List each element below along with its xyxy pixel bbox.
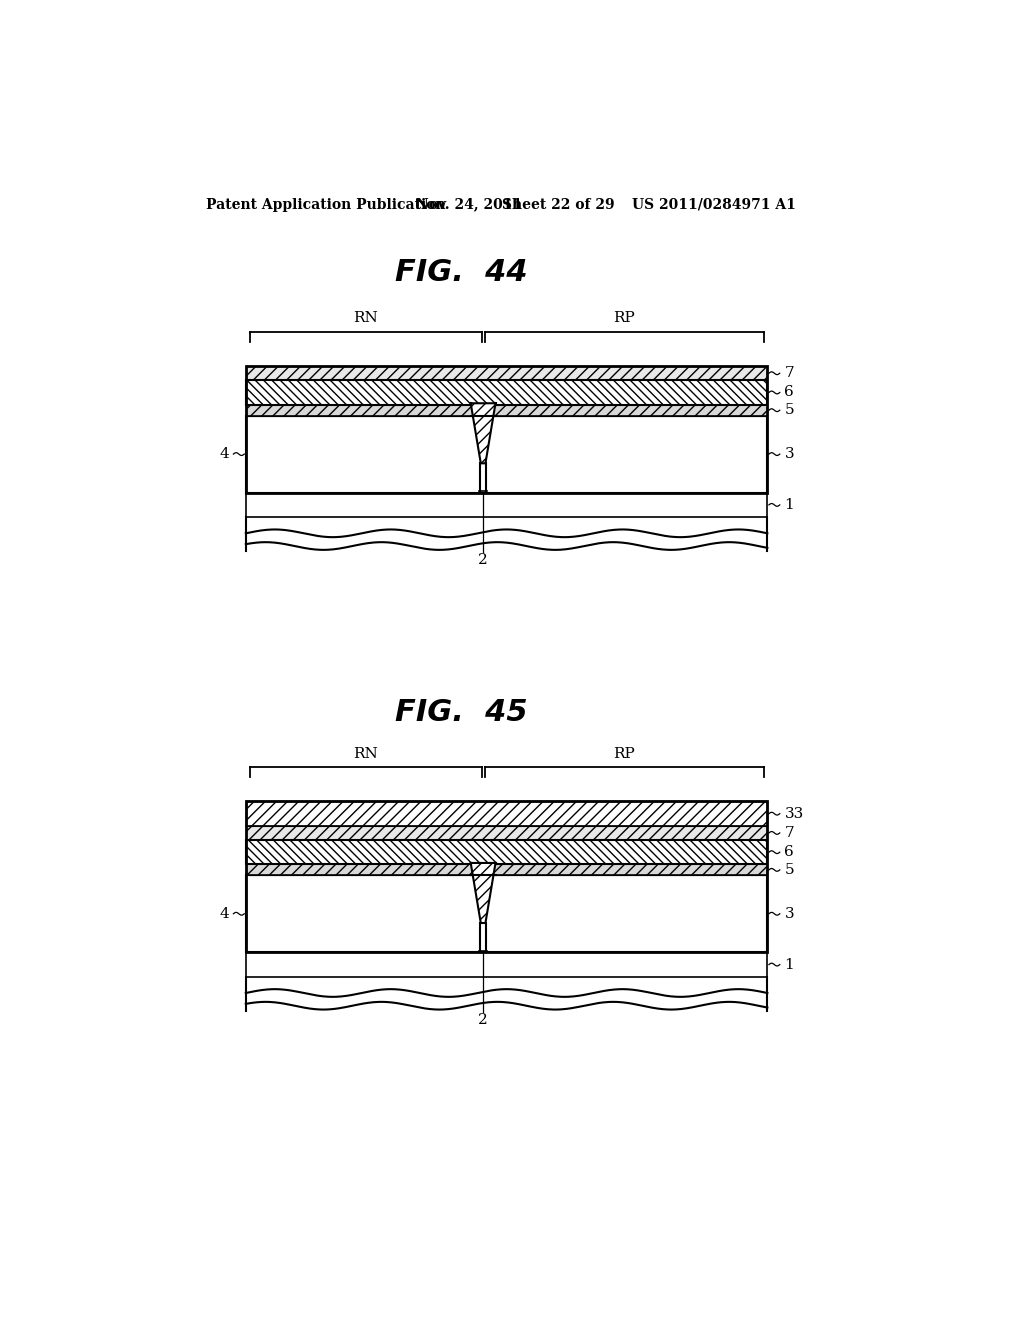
Text: 6: 6 — [784, 845, 795, 859]
Text: RP: RP — [613, 312, 635, 326]
Text: 6: 6 — [784, 385, 795, 400]
Bar — [246, 875, 767, 952]
Text: 7: 7 — [784, 366, 794, 380]
Bar — [246, 492, 767, 517]
Text: 2: 2 — [478, 553, 488, 568]
Text: Nov. 24, 2011: Nov. 24, 2011 — [417, 198, 522, 211]
Text: FIG.  44: FIG. 44 — [395, 257, 527, 286]
Text: 3: 3 — [784, 447, 794, 461]
Bar — [246, 865, 767, 875]
Text: 3: 3 — [784, 907, 794, 921]
Text: 1: 1 — [784, 957, 795, 972]
Text: 1: 1 — [784, 498, 795, 512]
Text: 4: 4 — [219, 907, 228, 921]
Text: 33: 33 — [784, 807, 804, 821]
Bar — [246, 367, 767, 492]
Bar — [246, 405, 767, 416]
Bar — [246, 801, 767, 826]
Text: US 2011/0284971 A1: US 2011/0284971 A1 — [632, 198, 796, 211]
Text: Patent Application Publication: Patent Application Publication — [206, 198, 445, 211]
Polygon shape — [471, 404, 496, 463]
Text: RP: RP — [613, 747, 635, 760]
Bar — [246, 826, 767, 840]
Text: 7: 7 — [784, 826, 794, 840]
Bar — [246, 416, 767, 492]
Bar — [246, 801, 767, 952]
Text: FIG.  45: FIG. 45 — [395, 698, 527, 727]
Text: Sheet 22 of 29: Sheet 22 of 29 — [502, 198, 614, 211]
Text: 5: 5 — [784, 863, 794, 876]
Bar — [246, 840, 767, 865]
Text: 2: 2 — [478, 1014, 488, 1027]
Text: RN: RN — [353, 312, 378, 326]
Text: RN: RN — [353, 747, 378, 760]
Text: 5: 5 — [784, 403, 794, 417]
Text: 4: 4 — [219, 447, 228, 461]
Bar — [246, 380, 767, 405]
Bar — [246, 952, 767, 977]
Bar — [246, 367, 767, 380]
Polygon shape — [471, 863, 496, 923]
